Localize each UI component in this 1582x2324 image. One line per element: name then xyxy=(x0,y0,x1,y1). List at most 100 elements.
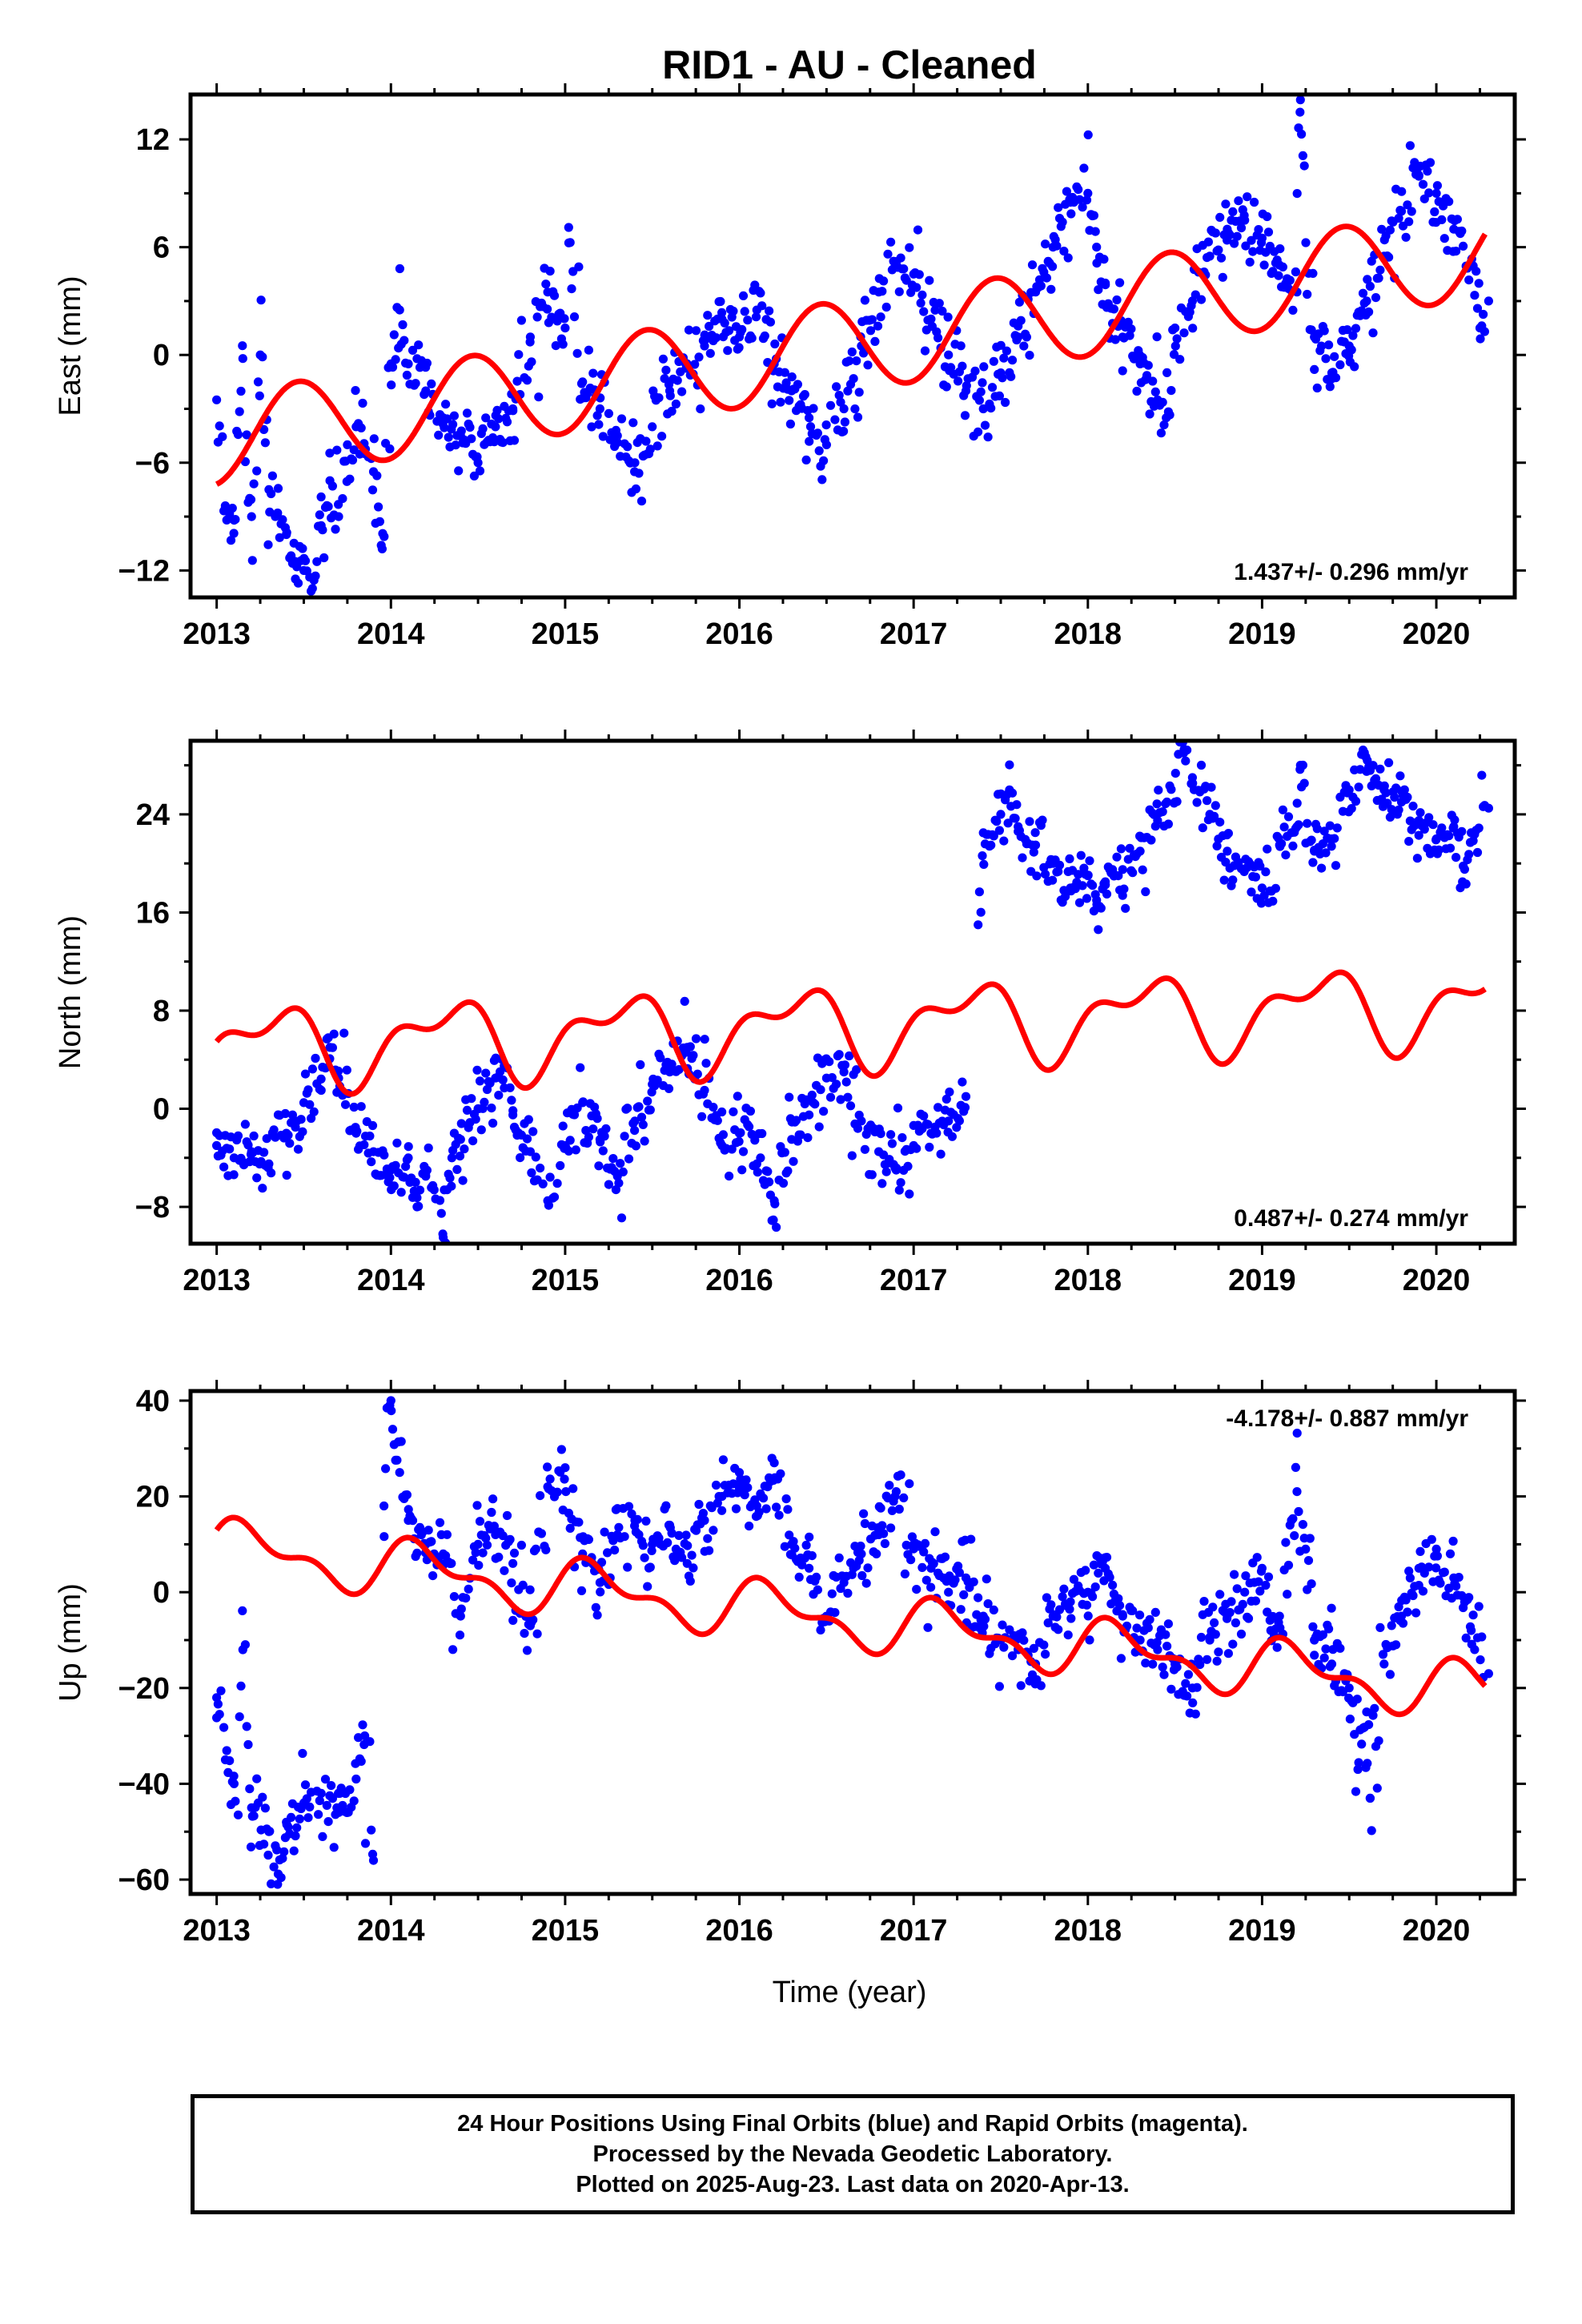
data-point xyxy=(1374,273,1383,283)
data-point xyxy=(970,366,980,376)
data-point xyxy=(1452,247,1461,256)
data-point xyxy=(1331,861,1341,870)
data-point xyxy=(1143,1623,1153,1633)
data-point xyxy=(1030,840,1041,850)
data-point xyxy=(516,1153,525,1163)
data-point xyxy=(1043,1618,1053,1628)
data-point xyxy=(876,312,885,322)
data-point xyxy=(986,404,996,413)
data-point xyxy=(379,532,389,541)
data-point xyxy=(448,1645,458,1655)
data-point xyxy=(852,356,861,366)
data-point xyxy=(853,1124,863,1133)
data-point xyxy=(1354,1758,1363,1767)
data-point xyxy=(246,1842,256,1852)
data-point xyxy=(772,1502,781,1512)
footer-line-1: 24 Hour Positions Using Final Orbits (bl… xyxy=(457,2111,1248,2137)
data-point xyxy=(590,1102,600,1112)
data-point xyxy=(385,444,395,454)
data-point xyxy=(229,516,239,525)
data-point xyxy=(1307,1579,1316,1589)
data-point xyxy=(682,1043,692,1052)
data-point xyxy=(729,1107,738,1116)
data-point xyxy=(424,1143,433,1153)
data-point xyxy=(536,1529,547,1538)
data-point xyxy=(1001,397,1010,408)
data-point xyxy=(360,1731,370,1741)
data-point xyxy=(1310,1651,1319,1660)
data-point xyxy=(836,397,845,407)
y-tick-label: 0 xyxy=(153,339,170,372)
data-point xyxy=(576,1063,585,1072)
data-point xyxy=(578,377,588,387)
x-tick-label: 2019 xyxy=(1228,617,1296,651)
data-point xyxy=(588,368,598,378)
data-point xyxy=(631,1141,641,1151)
data-point xyxy=(235,407,244,416)
data-point xyxy=(1019,1635,1029,1645)
velocity-label: 1.437+/- 0.296 mm/yr xyxy=(1234,559,1468,585)
data-point xyxy=(1401,232,1411,242)
data-point xyxy=(1321,354,1331,364)
data-point xyxy=(1022,332,1031,342)
x-tick-label: 2014 xyxy=(357,617,425,651)
data-point xyxy=(1083,1587,1093,1597)
data-point xyxy=(1074,898,1085,907)
data-point xyxy=(1101,278,1110,288)
data-point xyxy=(986,840,996,850)
data-point xyxy=(1324,340,1334,350)
data-point xyxy=(1119,884,1129,894)
data-point xyxy=(1368,328,1378,338)
data-point xyxy=(299,1798,309,1807)
data-point xyxy=(956,1605,966,1614)
data-point xyxy=(1066,1597,1075,1606)
data-point xyxy=(934,299,944,308)
data-point xyxy=(429,1185,439,1195)
data-point xyxy=(1039,1640,1049,1650)
x-tick-label: 2019 xyxy=(1228,1914,1296,1948)
data-point xyxy=(854,388,864,397)
data-point xyxy=(1424,1562,1434,1572)
plot-frame xyxy=(188,1389,1517,1896)
data-point xyxy=(680,996,689,1006)
data-point xyxy=(1370,1703,1379,1713)
data-point xyxy=(961,1573,971,1582)
data-point xyxy=(595,1135,605,1144)
data-point xyxy=(1474,279,1484,288)
data-point xyxy=(1452,215,1462,224)
data-point xyxy=(560,314,569,324)
data-point xyxy=(1375,1622,1385,1632)
data-point xyxy=(1307,325,1316,335)
data-point xyxy=(1172,334,1182,344)
data-point xyxy=(456,431,465,440)
x-tick-label: 2020 xyxy=(1403,1264,1471,1297)
data-point xyxy=(930,305,940,315)
data-point xyxy=(852,1065,861,1075)
data-point xyxy=(856,1542,865,1551)
data-point xyxy=(930,1527,940,1537)
y-tick-label: 24 xyxy=(136,798,170,832)
data-point xyxy=(620,1132,629,1141)
data-point xyxy=(1283,812,1294,822)
data-point xyxy=(1275,840,1284,850)
data-point xyxy=(574,262,584,271)
data-point xyxy=(1271,883,1280,893)
data-point xyxy=(543,304,552,314)
data-point xyxy=(643,1096,652,1106)
data-point xyxy=(449,411,460,420)
data-point xyxy=(1256,899,1267,908)
data-point xyxy=(689,1051,698,1060)
footer-info-box: 24 Hour Positions Using Final Orbits (bl… xyxy=(191,2094,1515,2214)
data-point xyxy=(839,426,849,436)
data-point xyxy=(1424,188,1434,198)
data-point xyxy=(1166,1684,1176,1694)
data-point xyxy=(243,1140,253,1150)
data-point xyxy=(1445,843,1456,853)
data-point xyxy=(1303,1556,1314,1566)
data-point xyxy=(1152,332,1162,342)
data-point xyxy=(365,1132,375,1141)
data-point xyxy=(863,360,873,370)
data-point xyxy=(1014,332,1023,342)
data-point xyxy=(827,1589,837,1598)
data-point xyxy=(395,1468,404,1478)
